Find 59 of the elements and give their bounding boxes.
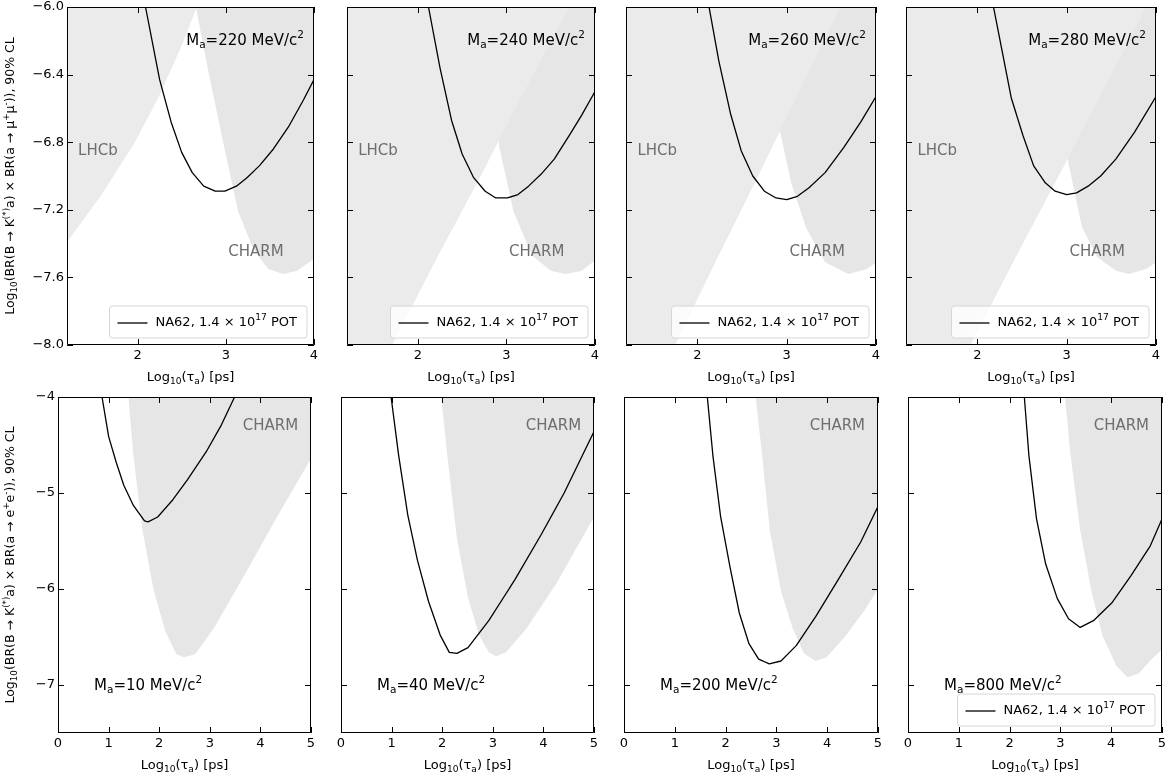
x-tick-label: 3: [782, 347, 791, 363]
y-tick-label: −6.4: [32, 65, 64, 81]
x-tick-label: 5: [873, 735, 883, 751]
x-tick-label: 2: [973, 347, 982, 363]
annotation: LHCb: [358, 140, 398, 159]
y-tick-label: −5: [35, 484, 55, 500]
annotation: CHARM: [242, 415, 299, 434]
x-tick-label: 4: [1151, 347, 1161, 363]
x-tick-label: 2: [155, 735, 164, 751]
x-tick-label: 2: [413, 347, 422, 363]
annotation: CHARM: [1093, 415, 1150, 434]
annotation: LHCb: [917, 140, 958, 159]
x-tick-label: 3: [205, 735, 214, 751]
annotation: CHARM: [789, 241, 845, 260]
x-tick-label: 2: [721, 735, 730, 751]
y-tick-label: −6: [35, 580, 55, 596]
y-tick-label: −6.8: [32, 133, 64, 149]
x-tick-label: 2: [438, 735, 447, 751]
annotation: LHCb: [78, 140, 118, 159]
y-tick-label: −7: [35, 676, 55, 692]
y-tick-label: −4: [35, 388, 55, 404]
x-tick-label: 0: [336, 735, 346, 751]
x-tick-label: 4: [871, 347, 881, 363]
x-tick-label: 1: [104, 735, 113, 751]
x-tick-label: 3: [1062, 347, 1071, 363]
x-tick-label: 1: [387, 735, 396, 751]
x-tick-label: 1: [670, 735, 679, 751]
x-tick-label: 3: [502, 347, 511, 363]
x-tick-label: 0: [903, 735, 913, 751]
x-tick-label: 4: [309, 347, 319, 363]
x-tick-label: 3: [772, 735, 781, 751]
x-tick-label: 3: [221, 347, 230, 363]
x-tick-label: 1: [954, 735, 963, 751]
x-tick-label: 5: [306, 735, 316, 751]
y-tick-label: −6.0: [32, 0, 64, 14]
x-tick-label: 4: [1107, 735, 1116, 751]
x-tick-label: 0: [619, 735, 629, 751]
annotation: LHCb: [637, 140, 678, 159]
x-tick-label: 4: [590, 347, 600, 363]
annotation: CHARM: [525, 415, 582, 434]
annotation: CHARM: [228, 241, 284, 260]
y-tick-label: −7.2: [32, 201, 64, 217]
x-tick-label: 2: [693, 347, 702, 363]
y-tick-label: −7.6: [32, 268, 64, 284]
x-tick-label: 4: [539, 735, 548, 751]
x-tick-label: 2: [1005, 735, 1014, 751]
annotation: CHARM: [809, 415, 866, 434]
x-tick-label: 0: [53, 735, 63, 751]
x-tick-label: 4: [256, 735, 265, 751]
x-tick-label: 3: [1056, 735, 1065, 751]
x-tick-label: 5: [1157, 735, 1167, 751]
y-tick-label: −8.0: [32, 336, 64, 352]
x-tick-label: 5: [589, 735, 599, 751]
x-tick-label: 3: [488, 735, 497, 751]
text: Log10(BR(B → K(*)a) × BR(a → e+e-)), 90% CL: [0, 426, 19, 704]
x-tick-label: 4: [823, 735, 832, 751]
annotation: CHARM: [509, 241, 565, 260]
annotation: CHARM: [1069, 241, 1125, 260]
x-tick-label: 2: [133, 347, 142, 363]
